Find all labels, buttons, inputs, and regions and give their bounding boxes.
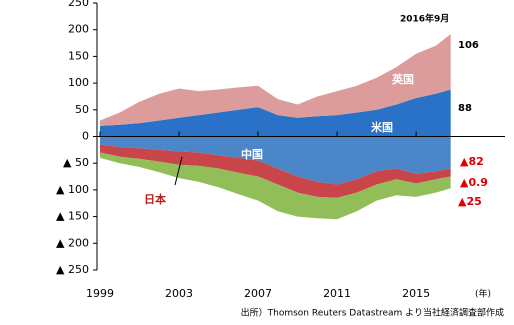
annotation: ▲0.9 [460, 176, 488, 189]
annotation: 2016年9月 [400, 13, 449, 25]
area [100, 144, 451, 198]
y-tick-label: 100 [68, 76, 89, 89]
y-tick-label: ▲ 50 [63, 156, 89, 169]
series-label: ロシア [344, 228, 377, 241]
y-tick-label: 150 [68, 49, 89, 62]
y-tick-label: ▲ 200 [56, 236, 89, 249]
area [100, 89, 451, 137]
series-label: 中国 [241, 147, 263, 161]
x-tick-label: 2007 [244, 287, 272, 300]
y-tick-label: 250 [68, 0, 89, 9]
annotation: 88 [458, 103, 472, 114]
annotation: 106 [458, 40, 479, 51]
annotation: ▲25 [458, 195, 482, 208]
y-tick-label: ▲ 250 [56, 263, 89, 276]
y-tick-label: 200 [68, 23, 89, 36]
source: 出所）Thomson Reuters Datastream より当社経済調査部作… [241, 307, 504, 319]
area [100, 152, 451, 220]
area [100, 136, 451, 185]
x-tick-label: 1999 [86, 287, 114, 300]
x-axis-label: (年) [475, 288, 491, 300]
pointer [174, 156, 183, 186]
y-tick-label: 0 [82, 130, 89, 143]
area [100, 33, 451, 126]
y-tick-label: 50 [75, 103, 89, 116]
series-label: 日本 [144, 192, 166, 206]
series-label: 英国 [391, 72, 414, 86]
x-tick-label: 2003 [165, 287, 193, 300]
series-label: 米国 [370, 120, 393, 134]
y-tick-label: ▲ 100 [56, 183, 89, 196]
y-tick-label: ▲ 150 [56, 210, 89, 223]
x-tick-label: 2011 [323, 287, 351, 300]
x-tick-label: 2015 [402, 287, 430, 300]
annotation: ▲82 [460, 155, 484, 168]
